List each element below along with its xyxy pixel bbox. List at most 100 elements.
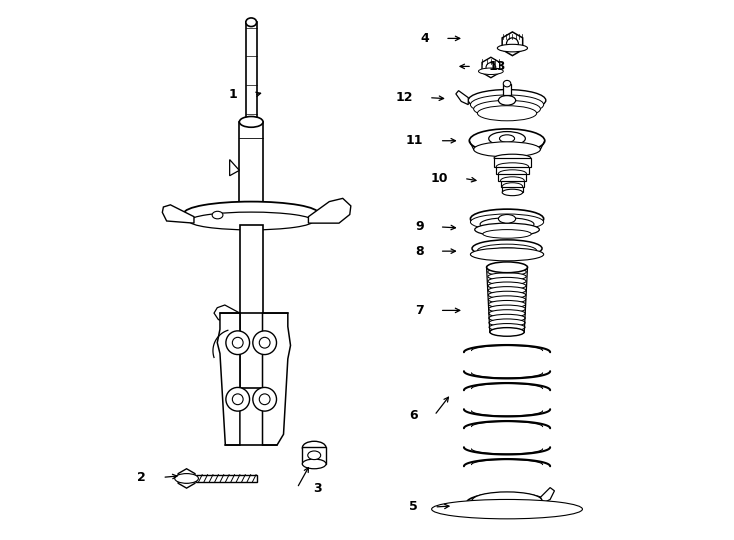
Ellipse shape — [488, 278, 526, 285]
Bar — [240, 225, 263, 388]
Ellipse shape — [501, 177, 524, 184]
Ellipse shape — [470, 95, 544, 114]
Ellipse shape — [432, 500, 583, 519]
Bar — [498, 173, 526, 180]
Ellipse shape — [490, 328, 524, 336]
Ellipse shape — [489, 323, 525, 331]
Ellipse shape — [475, 223, 539, 236]
Ellipse shape — [488, 296, 526, 303]
Ellipse shape — [226, 331, 250, 355]
Ellipse shape — [500, 135, 515, 143]
Ellipse shape — [473, 100, 540, 118]
Ellipse shape — [498, 170, 526, 177]
Text: 6: 6 — [410, 409, 418, 422]
Bar — [196, 475, 257, 482]
Ellipse shape — [259, 338, 270, 348]
Bar — [504, 84, 511, 96]
Text: 1: 1 — [229, 89, 238, 102]
Polygon shape — [540, 488, 554, 503]
Ellipse shape — [486, 63, 495, 72]
Ellipse shape — [212, 211, 223, 219]
Ellipse shape — [184, 201, 319, 225]
Ellipse shape — [252, 331, 277, 355]
Text: 3: 3 — [313, 482, 321, 495]
Ellipse shape — [498, 96, 516, 105]
Text: 9: 9 — [415, 220, 424, 233]
Polygon shape — [263, 313, 291, 445]
Ellipse shape — [239, 117, 263, 127]
Polygon shape — [456, 91, 468, 105]
Ellipse shape — [502, 189, 523, 195]
Ellipse shape — [504, 80, 511, 87]
Ellipse shape — [488, 282, 526, 289]
Ellipse shape — [489, 300, 526, 308]
Polygon shape — [217, 313, 240, 445]
Ellipse shape — [490, 328, 524, 336]
Ellipse shape — [469, 129, 545, 153]
Ellipse shape — [477, 106, 537, 121]
Text: 11: 11 — [406, 134, 424, 147]
Text: 10: 10 — [430, 172, 448, 185]
Ellipse shape — [489, 319, 525, 327]
Ellipse shape — [489, 305, 526, 313]
Ellipse shape — [473, 142, 540, 157]
Text: 12: 12 — [396, 91, 413, 104]
Ellipse shape — [259, 394, 270, 404]
Ellipse shape — [239, 202, 263, 213]
Ellipse shape — [302, 459, 326, 469]
Ellipse shape — [489, 132, 526, 146]
Ellipse shape — [189, 212, 313, 230]
Text: 7: 7 — [415, 304, 424, 317]
Ellipse shape — [488, 291, 526, 299]
Ellipse shape — [468, 90, 546, 111]
Ellipse shape — [489, 314, 526, 322]
Ellipse shape — [470, 248, 544, 261]
Ellipse shape — [502, 183, 523, 190]
Polygon shape — [178, 469, 195, 488]
Ellipse shape — [498, 44, 528, 52]
Bar — [246, 22, 257, 125]
Ellipse shape — [494, 154, 531, 162]
Ellipse shape — [479, 68, 504, 75]
Text: 5: 5 — [410, 501, 418, 514]
Ellipse shape — [226, 387, 250, 411]
Bar — [302, 447, 326, 464]
Ellipse shape — [477, 244, 537, 257]
Ellipse shape — [472, 240, 542, 257]
Ellipse shape — [506, 38, 518, 50]
Ellipse shape — [472, 492, 542, 509]
Ellipse shape — [488, 287, 526, 294]
Ellipse shape — [483, 230, 531, 238]
Polygon shape — [482, 57, 500, 78]
Polygon shape — [162, 205, 194, 223]
Polygon shape — [214, 305, 240, 332]
Text: 13: 13 — [488, 60, 506, 73]
Ellipse shape — [480, 218, 534, 231]
Polygon shape — [308, 198, 351, 223]
Bar — [494, 158, 531, 166]
Ellipse shape — [487, 262, 528, 272]
Text: 8: 8 — [415, 245, 424, 258]
Ellipse shape — [308, 451, 321, 460]
Text: 4: 4 — [420, 32, 429, 45]
Ellipse shape — [488, 268, 526, 276]
Bar — [501, 180, 524, 186]
Ellipse shape — [175, 474, 198, 483]
Ellipse shape — [252, 387, 277, 411]
Ellipse shape — [488, 273, 526, 280]
Ellipse shape — [487, 262, 528, 273]
Bar — [502, 186, 523, 192]
Text: 2: 2 — [137, 471, 146, 484]
Polygon shape — [502, 32, 523, 56]
Ellipse shape — [485, 248, 528, 258]
Ellipse shape — [246, 18, 257, 26]
Polygon shape — [230, 160, 239, 176]
Ellipse shape — [470, 209, 544, 228]
Ellipse shape — [302, 441, 326, 454]
Ellipse shape — [182, 474, 192, 483]
Ellipse shape — [233, 338, 243, 348]
Ellipse shape — [489, 310, 526, 317]
Ellipse shape — [470, 214, 544, 230]
Ellipse shape — [467, 493, 548, 512]
Bar — [496, 166, 528, 173]
